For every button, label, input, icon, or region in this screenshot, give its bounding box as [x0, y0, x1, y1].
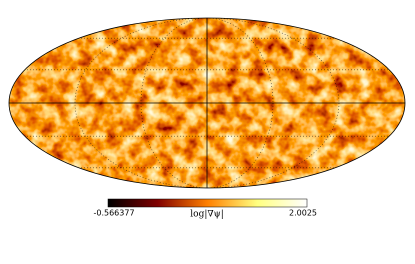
colorbar-max: 2.0025 [289, 209, 317, 218]
map-border [8, 17, 406, 189]
sky-map [9, 18, 405, 188]
colorbar-label: log|∇ψ| [190, 210, 223, 220]
colorbar-min: -0.566377 [93, 209, 134, 218]
colorbar [107, 198, 308, 208]
